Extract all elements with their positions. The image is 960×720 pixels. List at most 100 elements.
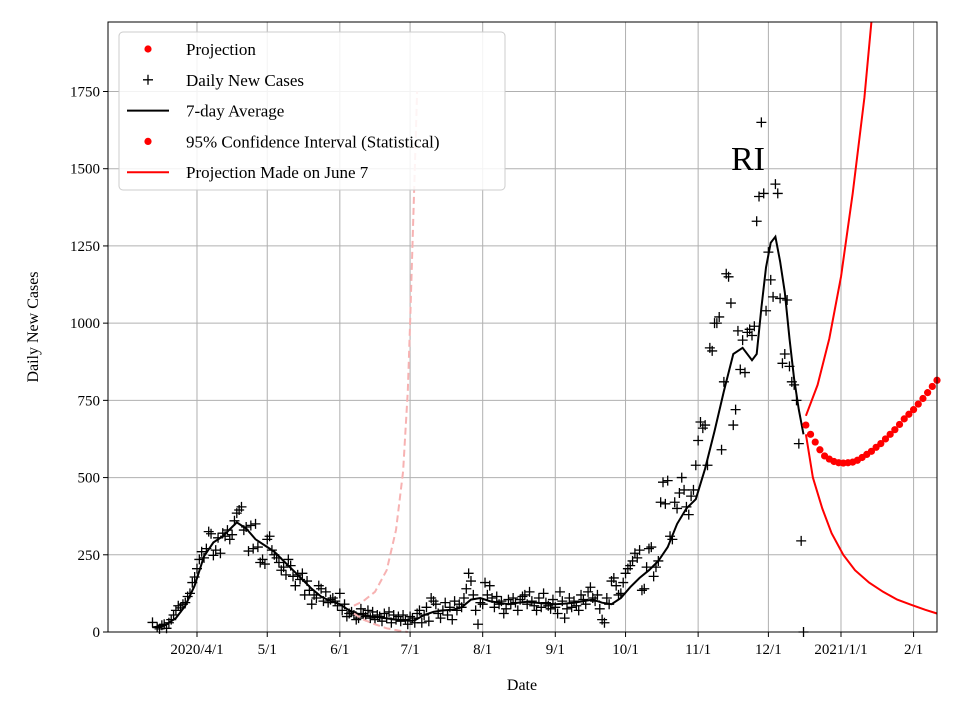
- daily-case-point: [288, 571, 299, 582]
- legend-label: Projection: [186, 40, 256, 59]
- daily-case-point: [545, 603, 556, 614]
- daily-case-point: [599, 617, 610, 628]
- projection-point: [924, 389, 932, 397]
- x-tick-label: 10/1: [612, 642, 639, 658]
- daily-case-point: [732, 325, 743, 336]
- x-tick-label: 9/1: [546, 642, 565, 658]
- daily-case-point: [585, 582, 596, 593]
- y-axis-ticks: 0 250 500 750 1000 1250 1500 1750: [70, 84, 108, 641]
- daily-case-point: [496, 596, 507, 607]
- daily-case-point: [379, 608, 390, 619]
- daily-case-point: [594, 603, 605, 614]
- projection-point: [816, 446, 824, 454]
- projection-point: [895, 420, 904, 429]
- y-tick-label: 1250: [70, 239, 100, 255]
- daily-case-point: [725, 298, 736, 309]
- daily-case-point: [215, 548, 226, 559]
- daily-case-point: [662, 475, 673, 486]
- daily-case-point: [475, 597, 486, 608]
- daily-case-point: [728, 420, 739, 431]
- legend: Projection Daily New Cases 7-day Average 95…: [118, 31, 506, 191]
- daily-case-point: [625, 560, 636, 571]
- daily-case-point: [206, 528, 217, 539]
- daily-case-point: [264, 531, 275, 542]
- daily-case-point: [700, 420, 711, 431]
- daily-case-point: [473, 619, 484, 630]
- daily-case-point: [257, 554, 268, 565]
- daily-case-point: [636, 585, 647, 596]
- daily-case-point: [440, 597, 451, 608]
- daily-case-point: [447, 614, 458, 625]
- daily-case-point: [761, 305, 772, 316]
- daily-case-point: [283, 554, 294, 565]
- daily-case-point: [337, 605, 348, 616]
- daily-case-point: [749, 321, 760, 332]
- daily-case-point: [273, 557, 284, 568]
- x-tick-label: 12/1: [755, 642, 782, 658]
- daily-case-point: [538, 588, 549, 599]
- projection-point: [909, 406, 918, 414]
- daily-case-point: [676, 472, 687, 483]
- daily-case-point: [461, 583, 472, 594]
- daily-case-point: [796, 535, 807, 546]
- 95-confidence-interval-upper-line: [804, 21, 873, 417]
- daily-case-point: [259, 559, 270, 570]
- daily-case-point: [170, 605, 181, 616]
- projection-point: [919, 394, 927, 403]
- daily-case-point: [501, 603, 512, 614]
- daily-case-point: [758, 188, 769, 199]
- daily-case-point: [365, 613, 376, 624]
- daily-case-point: [508, 593, 519, 604]
- x-axis-label: Date: [507, 677, 537, 694]
- daily-case-point: [641, 562, 652, 573]
- daily-case-point: [618, 577, 629, 588]
- legend-marker-dot: [144, 137, 152, 145]
- daily-case-point: [772, 188, 783, 199]
- daily-case-point: [517, 591, 528, 602]
- daily-case-point: [203, 526, 214, 537]
- daily-case-point: [658, 477, 669, 488]
- projection-point: [891, 426, 899, 434]
- daily-case-point: [739, 367, 750, 378]
- daily-case-point: [730, 404, 741, 415]
- daily-case-point: [372, 610, 383, 621]
- daily-case-point: [465, 576, 476, 587]
- x-tick-label: 5/1: [258, 642, 277, 658]
- daily-case-point: [554, 586, 565, 597]
- daily-case-point: [608, 572, 619, 583]
- daily-case-point: [512, 605, 523, 616]
- y-tick-label: 750: [78, 393, 101, 409]
- daily-case-point: [620, 568, 631, 579]
- daily-case-point: [421, 602, 432, 613]
- daily-case-point: [632, 552, 643, 563]
- daily-case-point: [398, 610, 409, 621]
- chart-annotation: RI: [731, 141, 765, 178]
- daily-case-point: [660, 498, 671, 509]
- daily-case-point: [688, 484, 699, 495]
- daily-case-point: [693, 435, 704, 446]
- daily-case-point: [672, 503, 683, 514]
- daily-case-point: [716, 444, 727, 455]
- daily-case-point: [679, 484, 690, 495]
- daily-case-point: [243, 546, 254, 557]
- projection-point: [900, 415, 908, 423]
- daily-case-point: [405, 611, 416, 622]
- daily-case-point: [737, 335, 748, 346]
- daily-case-point: [576, 589, 587, 600]
- daily-case-point: [643, 543, 654, 554]
- projection-point: [886, 430, 894, 438]
- daily-case-point: [245, 520, 256, 531]
- daily-case-point: [470, 605, 481, 616]
- daily-case-point: [306, 599, 317, 610]
- daily-case-point: [320, 586, 331, 597]
- daily-case-point: [168, 610, 179, 621]
- x-tick-label: 11/1: [685, 642, 711, 658]
- x-tick-label: 2021/1/1: [814, 642, 867, 658]
- daily-case-point: [611, 580, 622, 591]
- daily-case-point: [683, 509, 694, 520]
- daily-case-point: [707, 345, 718, 356]
- daily-case-point: [280, 569, 291, 580]
- daily-case-point: [561, 603, 572, 614]
- daily-case-point: [559, 613, 570, 624]
- projection-made-on-june-7-line: [353, 91, 419, 607]
